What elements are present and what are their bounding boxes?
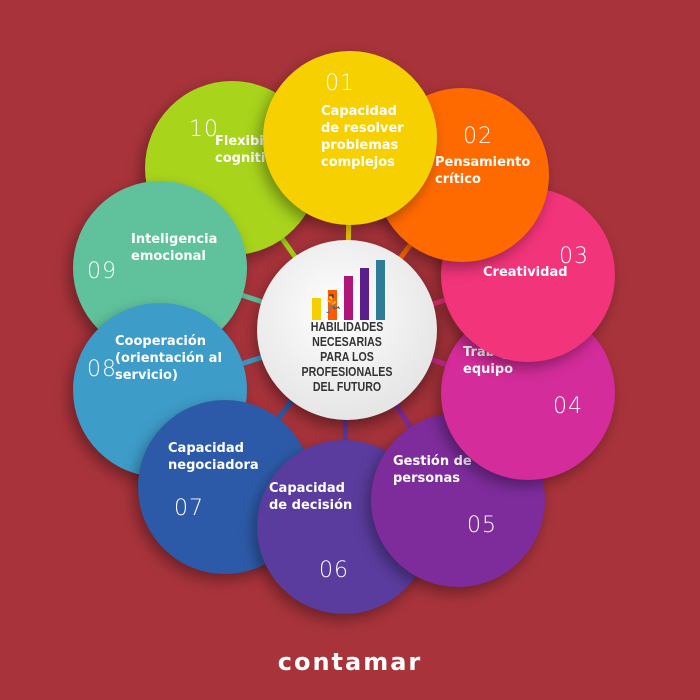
icon-bar <box>376 260 385 320</box>
skill-label: Capacidad de decisión <box>269 481 353 513</box>
icon-bar <box>360 268 369 320</box>
skill-number: 05 <box>467 513 497 538</box>
skill-label: Creatividad <box>483 265 568 280</box>
icon-bar <box>328 290 337 320</box>
skill-label: Capacidad de resolver problemas complejo… <box>321 104 404 170</box>
brand-logo: contamar <box>277 648 423 676</box>
skill-number: 08 <box>87 357 117 382</box>
skill-number: 07 <box>174 496 204 521</box>
skill-number: 09 <box>87 259 117 284</box>
skill-label: Capacidad negociadora <box>168 441 259 473</box>
skill-label: Gestión de personas <box>393 454 472 486</box>
skill-number: 02 <box>463 124 493 149</box>
center-title: HABILIDADES NECESARIAS PARA LOS PROFESIO… <box>301 320 393 394</box>
skill-number: 10 <box>189 117 219 142</box>
icon-bar <box>312 298 321 320</box>
skill-number: 01 <box>325 71 355 96</box>
skill-number: 03 <box>559 244 589 269</box>
skill-label: Cooperación (orientación al servicio) <box>115 334 222 383</box>
icon-bar <box>344 276 353 320</box>
skill-label: Inteligencia emocional <box>131 232 218 264</box>
skill-circle-01: 01 Capacidad de resolver problemas compl… <box>263 51 437 225</box>
businessman-icon: 🏃 <box>321 294 344 315</box>
skill-number: 06 <box>319 558 349 583</box>
center-hub: 🏃 HABILIDADES NECESARIAS PARA LOS PROFES… <box>257 240 437 420</box>
skill-label: Pensamiento crítico <box>435 155 531 187</box>
skill-number: 04 <box>553 394 583 419</box>
